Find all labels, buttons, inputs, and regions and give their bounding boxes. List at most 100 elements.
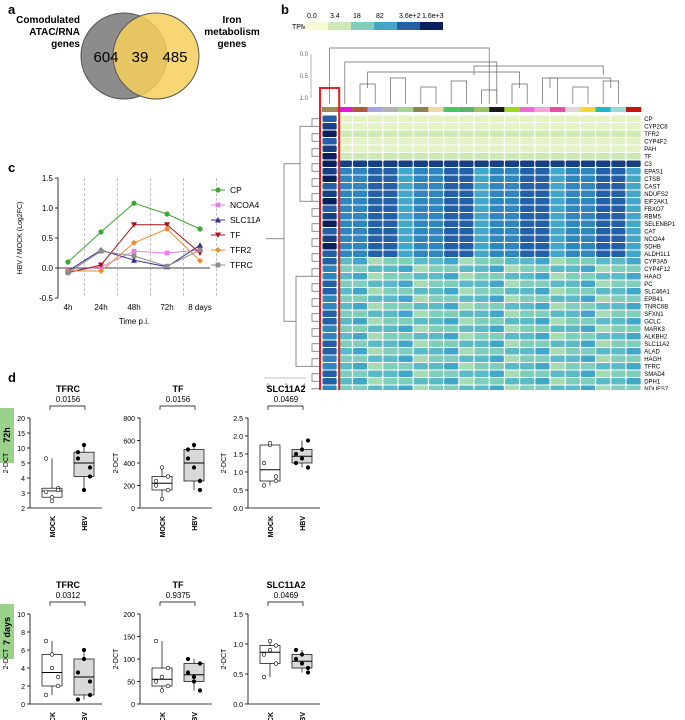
heatmap-cell bbox=[413, 348, 428, 355]
heatmap-cell bbox=[444, 348, 459, 355]
legend-label: TF bbox=[230, 230, 240, 240]
heatmap-cell bbox=[428, 348, 444, 355]
heatmap-cells bbox=[322, 115, 641, 390]
y-tick-label: -0.5 bbox=[39, 294, 53, 303]
gene-dendro-tick: 2 bbox=[284, 384, 288, 390]
heatmap-cell bbox=[428, 363, 444, 370]
box-y-title: 2-DCT bbox=[221, 648, 228, 669]
heatmap-cell bbox=[368, 288, 383, 295]
heatmap-cell bbox=[489, 205, 504, 212]
heatmap-cell bbox=[413, 310, 428, 317]
box-point bbox=[299, 456, 305, 461]
heatmap-cell bbox=[459, 280, 474, 287]
heatmap-cell bbox=[413, 130, 428, 137]
box-point bbox=[305, 465, 311, 470]
heatmap-cell bbox=[383, 168, 398, 175]
box-point bbox=[165, 665, 171, 671]
heatmap-cell bbox=[459, 243, 474, 250]
heatmap-cell bbox=[550, 370, 565, 377]
tissue-color-top bbox=[428, 107, 444, 112]
tissue-color-top bbox=[534, 107, 550, 112]
heatmap-cell bbox=[428, 250, 444, 257]
heatmap-cell bbox=[535, 355, 550, 362]
heatmap-cell bbox=[535, 363, 550, 370]
heatmap-cell bbox=[444, 145, 459, 152]
heatmap-cell bbox=[504, 115, 520, 122]
heatmap-cell bbox=[322, 288, 337, 295]
heatmap-cell bbox=[459, 213, 474, 220]
heatmap-cell bbox=[459, 198, 474, 205]
gene-label: NCOA4 bbox=[644, 237, 665, 243]
box bbox=[183, 449, 205, 482]
heatmap-cell bbox=[383, 235, 398, 242]
heatmap-cell bbox=[368, 385, 383, 390]
heatmap-cell bbox=[520, 115, 535, 122]
heatmap-cell bbox=[322, 198, 337, 205]
heatmap-cell bbox=[611, 168, 626, 175]
heatmap-cell bbox=[596, 325, 611, 332]
heatmap-cell bbox=[535, 318, 550, 325]
heatmap-cell bbox=[337, 258, 352, 265]
heatmap-cell bbox=[489, 363, 504, 370]
heatmap-cell bbox=[428, 175, 444, 182]
heatmap-cell bbox=[337, 153, 352, 160]
tissue-dendrogram bbox=[329, 47, 619, 104]
heatmap-cell bbox=[413, 378, 428, 385]
heatmap-cell bbox=[368, 160, 383, 167]
heatmap-cell bbox=[444, 228, 459, 235]
box-point bbox=[153, 483, 159, 488]
heatmap-cell bbox=[520, 385, 535, 390]
heatmap-cell bbox=[535, 123, 550, 130]
heatmap-cell bbox=[596, 363, 611, 370]
box-point bbox=[267, 441, 273, 446]
heatmap-cell bbox=[368, 213, 383, 220]
heatmap-cell bbox=[383, 348, 398, 355]
heatmap-cell bbox=[520, 288, 535, 295]
box-point bbox=[153, 478, 159, 484]
heatmap-cell bbox=[337, 130, 352, 137]
heatmap-cell bbox=[580, 175, 596, 182]
heatmap-cell bbox=[565, 213, 580, 220]
heatmap-cell bbox=[413, 280, 428, 287]
heatmap-cell bbox=[626, 228, 641, 235]
heatmap-cell bbox=[550, 205, 565, 212]
heatmap-cell bbox=[550, 130, 565, 137]
heatmap-cell bbox=[428, 273, 444, 280]
heatmap-cell bbox=[596, 385, 611, 390]
heatmap-cell bbox=[550, 235, 565, 242]
heatmap-cell bbox=[580, 235, 596, 242]
heatmap-cell bbox=[398, 355, 413, 362]
venn-diagram: 604 39 485 bbox=[80, 12, 200, 100]
y-tick-label: 1.5 bbox=[42, 174, 54, 183]
heatmap-cell bbox=[489, 355, 504, 362]
heatmap-cell bbox=[520, 123, 535, 130]
heatmap-cell bbox=[383, 325, 398, 332]
tissue-color-top bbox=[626, 107, 642, 112]
heatmap-cell bbox=[535, 378, 550, 385]
boxplot-title: TFRC bbox=[56, 580, 80, 590]
heatmap-cell bbox=[550, 138, 565, 145]
box-y-tick-label: 0 bbox=[131, 506, 135, 513]
data-point bbox=[164, 250, 170, 256]
heatmap-cell bbox=[489, 325, 504, 332]
box-point bbox=[165, 474, 171, 479]
heatmap-cell bbox=[398, 385, 413, 390]
heatmap-cell bbox=[352, 130, 368, 137]
heatmap-cell bbox=[459, 333, 474, 340]
p-value-bracket bbox=[49, 405, 86, 410]
heatmap-cell bbox=[596, 205, 611, 212]
heatmap-cell bbox=[550, 273, 565, 280]
heatmap-cell bbox=[520, 145, 535, 152]
y-tick-label: 1.0 bbox=[42, 204, 54, 213]
heatmap-cell bbox=[459, 123, 474, 130]
heatmap-cell bbox=[626, 115, 641, 122]
heatmap-cell bbox=[489, 265, 504, 272]
heatmap-cell bbox=[504, 175, 520, 182]
heatmap-cell bbox=[398, 273, 413, 280]
heatmap-cell bbox=[474, 145, 489, 152]
group-label: HBV bbox=[300, 712, 307, 720]
box-point bbox=[49, 495, 55, 500]
tissue-color-top bbox=[565, 107, 581, 112]
heatmap-cell bbox=[428, 303, 444, 310]
